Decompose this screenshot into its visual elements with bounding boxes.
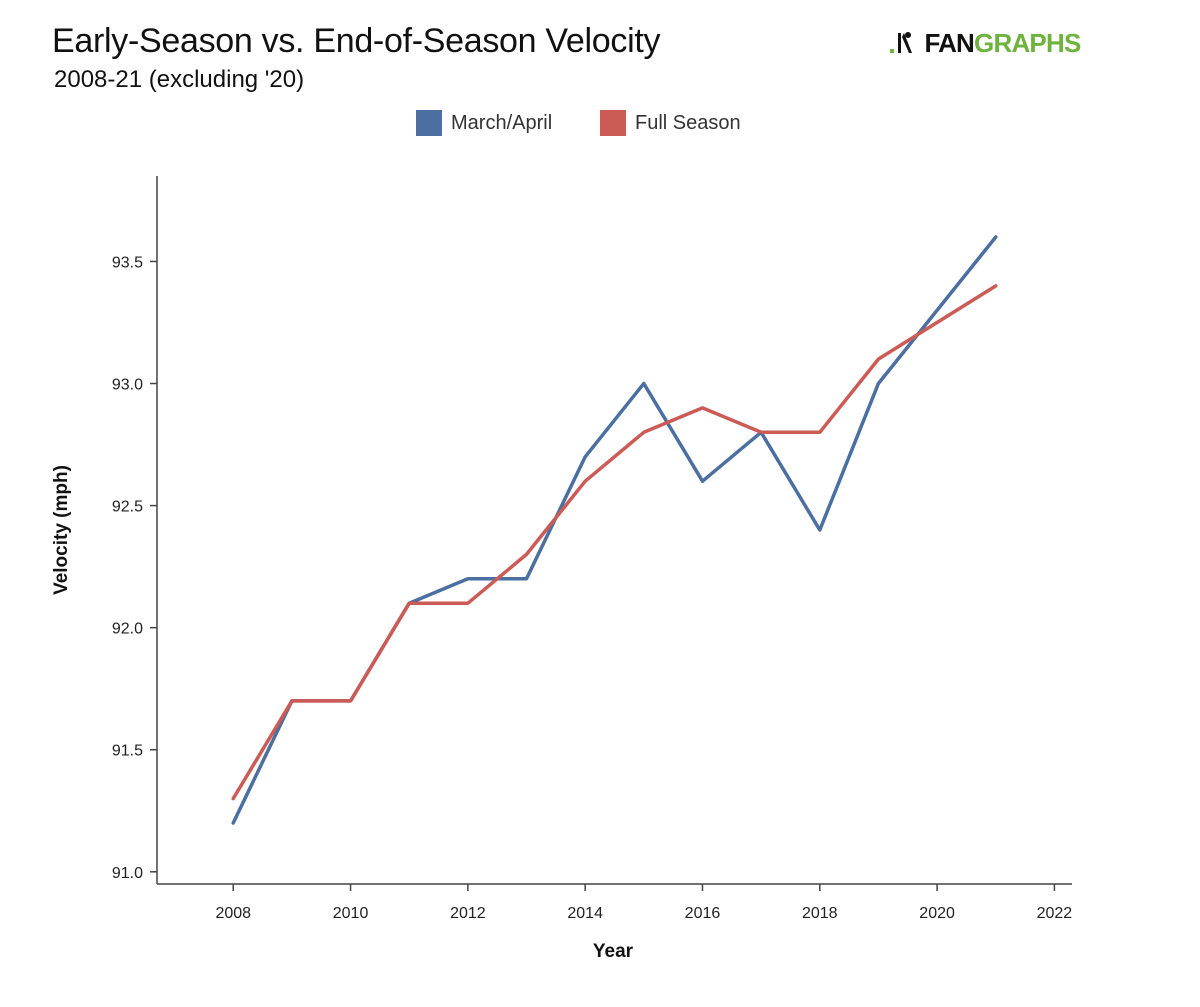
x-tick-label: 2012: [450, 905, 486, 922]
y-tick-label: 92.0: [112, 621, 143, 638]
chart-title: Early-Season vs. End-of-Season Velocity: [52, 22, 661, 60]
fangraphs-batter-icon: [890, 28, 922, 58]
x-tick-label: 2010: [333, 905, 369, 922]
y-axis-ticks: 91.0 91.5 92.0 92.5 93.0 93.5: [112, 254, 157, 882]
x-tick-label: 2008: [215, 905, 251, 922]
logo-text-graphs: GRAPHS: [974, 28, 1081, 58]
x-tick-label: 2020: [919, 905, 955, 922]
logo-text-fan: FAN: [924, 28, 975, 58]
y-axis-title: Velocity (mph): [51, 465, 72, 595]
y-tick-label: 93.0: [112, 377, 143, 394]
legend-label-full-season: Full Season: [635, 111, 741, 134]
series-lines: [231, 235, 998, 825]
x-tick-label: 2016: [685, 905, 721, 922]
legend-label-march-april: March/April: [451, 111, 553, 134]
x-tick-label: 2014: [567, 905, 603, 922]
chart-subtitle: 2008-21 (excluding '20): [54, 66, 305, 93]
fangraphs-logo: FANGRAPHS: [890, 28, 1081, 59]
x-tick-label: 2022: [1037, 905, 1073, 922]
y-tick-label: 92.5: [112, 499, 143, 516]
legend-item-march-april[interactable]: March/April: [416, 108, 552, 138]
x-axis-title: Year: [593, 941, 634, 962]
y-tick-label: 93.5: [112, 254, 143, 271]
x-axis-ticks: 2008 2010 2012 2014 2016 2018 2020 2022: [215, 884, 1072, 922]
legend-item-full-season[interactable]: Full Season: [600, 108, 741, 138]
y-tick-label: 91.0: [112, 865, 143, 882]
legend-swatch-full-season: [600, 110, 626, 136]
x-tick-label: 2018: [802, 905, 838, 922]
legend-swatch-march-april: [416, 110, 442, 136]
series-line-full-season[interactable]: [231, 284, 998, 801]
y-tick-label: 91.5: [112, 743, 143, 760]
series-line-march-april[interactable]: [231, 235, 998, 825]
legend: March/April Full Season: [0, 108, 1200, 138]
